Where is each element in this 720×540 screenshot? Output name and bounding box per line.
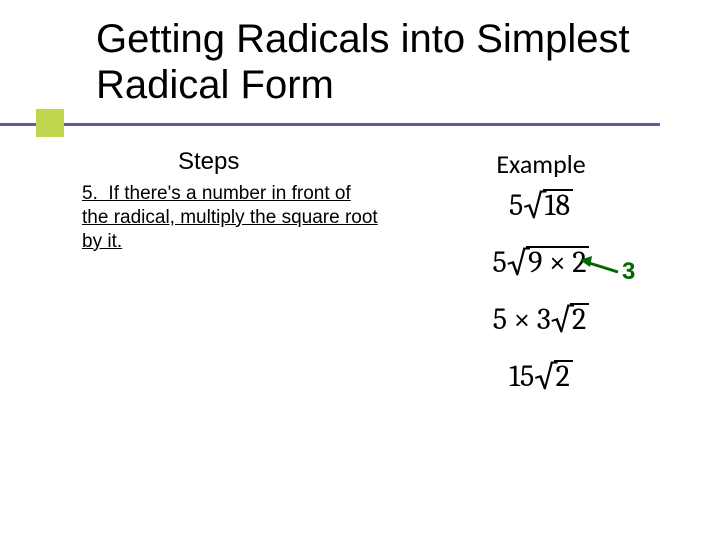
math-line-2: 5√9 × 2 <box>493 245 590 280</box>
steps-column: Steps 5. If there's a number in front of… <box>82 148 392 394</box>
sqrt-icon: √18 <box>523 189 573 221</box>
step-text: 5. If there's a number in front of the r… <box>82 182 378 253</box>
example-header: Example <box>392 148 690 180</box>
title-underline <box>0 123 660 126</box>
math-line-1: 5√18 <box>509 188 573 223</box>
page-title: Getting Radicals into Simplest Radical F… <box>96 16 696 108</box>
accent-square <box>36 109 64 137</box>
arrow-icon <box>580 256 620 280</box>
math-line-3: 5 × 3√2 <box>493 302 589 337</box>
sqrt-icon: √2 <box>534 360 573 392</box>
math-line-4: 15√2 <box>509 359 573 394</box>
example-math-stack: 5√18 5√9 × 2 5 × 3√2 15√2 <box>392 188 690 394</box>
step-number: 5. <box>82 183 98 204</box>
step-body: If there's a number in front of the radi… <box>82 183 378 252</box>
math-prefix: 5 <box>509 188 523 223</box>
math-prefix: 15 <box>509 359 534 394</box>
annotation-3: 3 <box>622 258 635 286</box>
math-prefix: 5 <box>493 245 507 280</box>
radicand: 18 <box>543 189 573 221</box>
sqrt-icon: √9 × 2 <box>507 246 590 278</box>
math-prefix: 5 × 3 <box>493 302 551 337</box>
example-column: Example 5√18 5√9 × 2 5 × 3√2 15√2 3 <box>392 148 690 394</box>
steps-header: Steps <box>82 148 392 176</box>
sqrt-icon: √2 <box>551 303 590 335</box>
